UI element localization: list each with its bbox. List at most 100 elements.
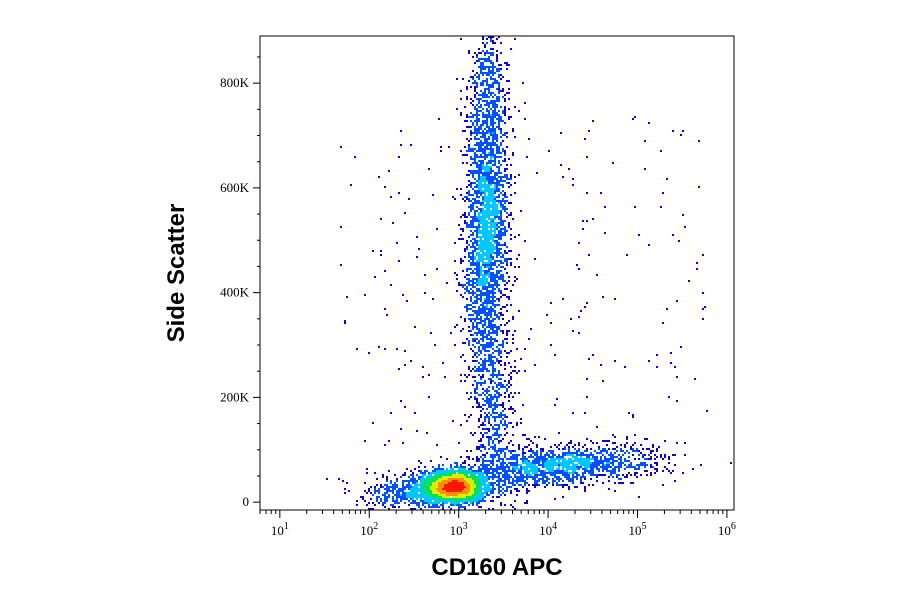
event-dot: [486, 486, 488, 488]
event-dot: [486, 296, 488, 298]
event-dot: [478, 182, 480, 184]
event-dot: [650, 452, 652, 454]
event-dot: [548, 472, 550, 474]
event-dot: [480, 312, 482, 314]
event-dot: [658, 446, 660, 448]
event-dot: [428, 492, 430, 494]
event-dot: [536, 484, 538, 486]
event-dot: [482, 148, 484, 150]
event-dot: [482, 74, 484, 76]
event-dot: [488, 236, 490, 238]
event-dot: [522, 462, 524, 464]
event-dot: [566, 452, 568, 454]
event-dot: [492, 272, 494, 274]
event-dot: [364, 482, 366, 484]
event-dot: [500, 468, 502, 470]
event-dot: [478, 460, 480, 462]
event-dot: [468, 192, 470, 194]
event-dot: [510, 482, 512, 484]
event-dot: [460, 258, 462, 260]
event-dot: [478, 208, 480, 210]
event-dot: [484, 292, 486, 294]
event-dot: [480, 470, 482, 472]
event-dot: [496, 104, 498, 106]
event-dot: [482, 200, 484, 202]
event-dot: [604, 474, 606, 476]
event-dot: [478, 500, 480, 502]
event-dot: [520, 422, 522, 424]
event-dot: [500, 270, 502, 272]
event-dot: [482, 492, 484, 494]
event-dot: [628, 460, 630, 462]
event-dot: [384, 484, 386, 486]
event-dot: [504, 416, 506, 418]
event-dot: [538, 464, 540, 466]
event-dot: [492, 456, 494, 458]
event-dot: [438, 476, 440, 478]
event-dot: [486, 202, 488, 204]
event-dot: [496, 172, 498, 174]
event-dot: [490, 176, 492, 178]
event-dot: [588, 454, 590, 456]
event-dot: [488, 422, 490, 424]
event-dot: [468, 180, 470, 182]
event-dot: [488, 300, 490, 302]
event-dot: [556, 478, 558, 480]
event-dot: [494, 226, 496, 228]
event-dot: [466, 392, 468, 394]
event-dot: [594, 456, 596, 458]
event-dot: [498, 238, 500, 240]
event-dot: [496, 118, 498, 120]
event-dot: [496, 334, 498, 336]
event-dot: [496, 476, 498, 478]
event-dot: [596, 456, 598, 458]
event-dot: [484, 486, 486, 488]
event-dot: [462, 468, 464, 470]
event-dot: [490, 286, 492, 288]
event-dot: [528, 456, 530, 458]
event-dot: [438, 490, 440, 492]
event-dot: [500, 352, 502, 354]
event-dot: [480, 334, 482, 336]
event-dot: [530, 470, 532, 472]
event-dot: [502, 470, 504, 472]
event-dot: [510, 176, 512, 178]
event-dot: [482, 230, 484, 232]
event-dot: [610, 472, 612, 474]
event-dot: [578, 268, 580, 270]
event-dot: [490, 206, 492, 208]
event-dot: [438, 492, 440, 494]
event-dot: [492, 300, 494, 302]
event-dot: [502, 450, 504, 452]
event-dot: [490, 490, 492, 492]
event-dot: [486, 274, 488, 276]
event-dot: [498, 86, 500, 88]
event-dot: [476, 202, 478, 204]
event-dot: [482, 462, 484, 464]
event-dot: [550, 322, 552, 324]
x-tick-label: 105: [629, 521, 647, 538]
event-dot: [490, 356, 492, 358]
event-dot: [496, 406, 498, 408]
event-dot: [436, 492, 438, 494]
event-dot: [482, 292, 484, 294]
event-dot: [562, 460, 564, 462]
event-dot: [472, 258, 474, 260]
event-dot: [492, 454, 494, 456]
event-dot: [666, 468, 668, 470]
event-dot: [470, 334, 472, 336]
event-dot: [604, 460, 606, 462]
event-dot: [386, 484, 388, 486]
event-dot: [446, 468, 448, 470]
event-dot: [492, 210, 494, 212]
event-dot: [472, 406, 474, 408]
event-dot: [432, 502, 434, 504]
event-dot: [476, 114, 478, 116]
event-dot: [510, 422, 512, 424]
event-dot: [482, 254, 484, 256]
event-dot: [470, 320, 472, 322]
event-dot: [560, 472, 562, 474]
event-dot: [470, 498, 472, 500]
event-dot: [396, 348, 398, 350]
event-dot: [478, 246, 480, 248]
